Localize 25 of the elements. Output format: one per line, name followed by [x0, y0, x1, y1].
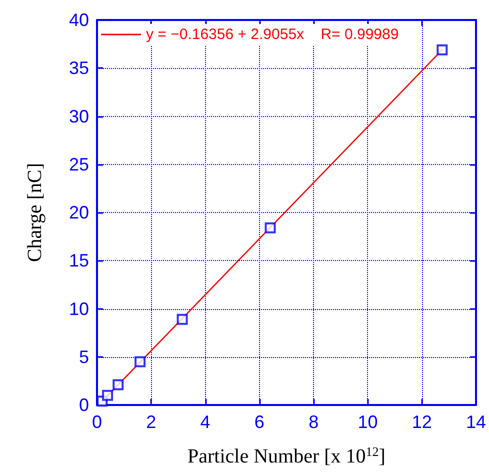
point: [264, 222, 276, 234]
point: [112, 379, 124, 390]
x-tick-label: 2: [146, 412, 156, 432]
point: [102, 390, 114, 401]
y-tick-label: 5: [78, 346, 89, 367]
point: [176, 314, 188, 325]
x-tick-label: 0: [92, 412, 102, 432]
y-axis-title: Charge [nC]: [24, 162, 46, 262]
x-tick-label: 10: [358, 412, 378, 432]
y-tick-label: 25: [68, 154, 89, 174]
y-tick-label: 10: [68, 298, 89, 319]
x-tick-label: 12: [412, 412, 432, 432]
x-tick-label: 8: [308, 412, 319, 432]
y-tick-label: 35: [68, 58, 89, 78]
x-tick-label: 14: [466, 412, 486, 432]
point: [134, 356, 146, 368]
y-tick-label: 30: [68, 106, 89, 126]
y-tick-label: 40: [68, 10, 89, 30]
point: [436, 44, 448, 56]
y-tick-label: 0: [78, 395, 89, 415]
y-tick-label: 20: [68, 202, 89, 222]
y-tick-label: 15: [68, 250, 89, 271]
legend-label: y = −0.16356 + 2.9055x R= 0.99989: [146, 26, 399, 43]
x-tick-label: 4: [200, 412, 210, 432]
x-tick-label: 6: [254, 412, 264, 432]
